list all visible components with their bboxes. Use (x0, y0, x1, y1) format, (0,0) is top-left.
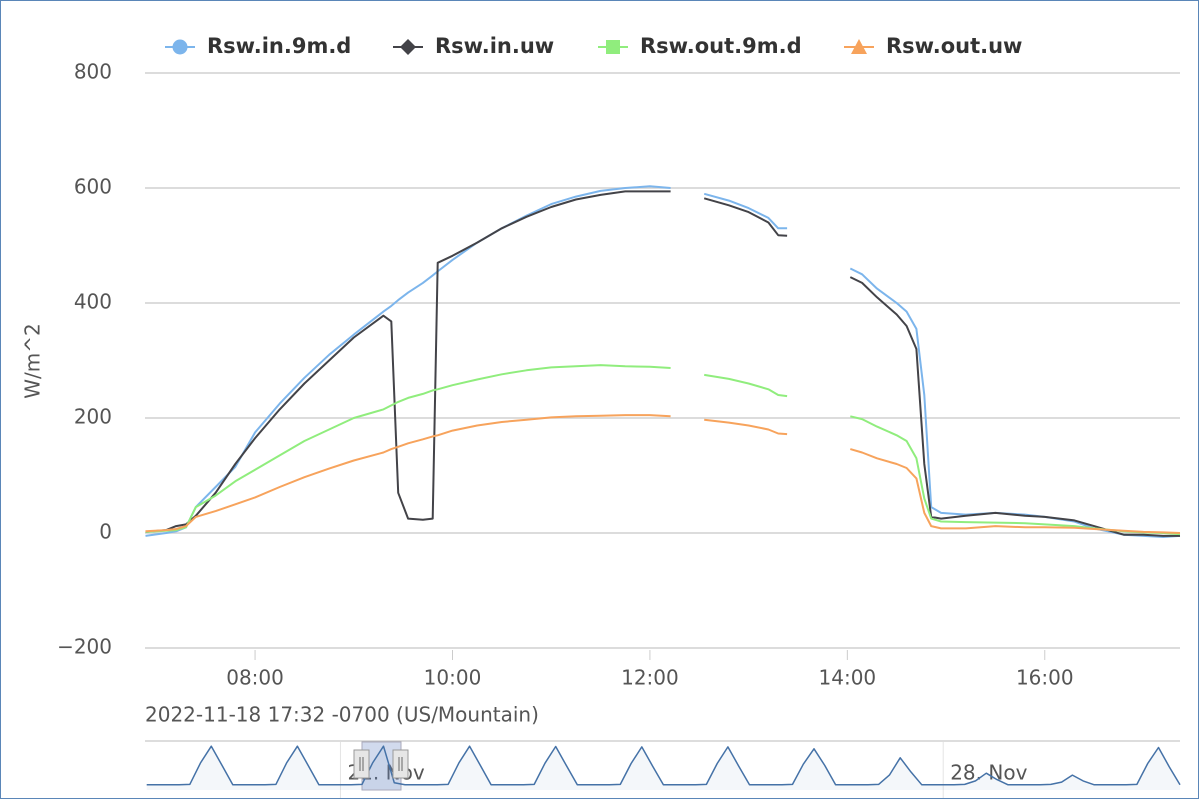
y-tick-label: 200 (74, 405, 112, 429)
legend-item[interactable]: Rsw.out.uw (844, 34, 1022, 58)
x-tick-label: 16:00 (1016, 666, 1074, 690)
navigator-tick-label: 28. Nov (950, 761, 1027, 785)
y-tick-label: 400 (74, 290, 112, 314)
y-tick-label: 800 (74, 60, 112, 84)
navigator-handle[interactable] (353, 749, 370, 779)
legend: Rsw.in.9m.d Rsw.in.uw Rsw.out.9m.d Rsw.out.… (165, 34, 1022, 58)
legend-marker (400, 39, 416, 55)
navigator-area (146, 746, 1181, 790)
y-tick-label: 600 (74, 175, 112, 199)
legend-item[interactable]: Rsw.in.9m.d (165, 34, 351, 58)
legend-label: Rsw.in.9m.d (207, 34, 351, 58)
x-tick-label: 08:00 (226, 666, 284, 690)
x-tick-label: 12:00 (621, 666, 679, 690)
x-tick-label: 10:00 (424, 666, 482, 690)
legend-marker (606, 40, 620, 54)
navigator-handle[interactable] (392, 749, 409, 779)
navigator: 21. Nov 28. Nov (146, 741, 1181, 798)
legend-label: Rsw.out.uw (886, 34, 1022, 58)
y-axis-title: W/m^2 (21, 323, 45, 398)
plot-area: −200 0 200 400 600 800 08:00 10:00 12:00 14:00 16:… (57, 60, 1181, 690)
navigator-line (146, 745, 1181, 786)
caption: 2022-11-18 17:32 -0700 (US/Mountain) (145, 703, 539, 727)
legend-label: Rsw.in.uw (435, 34, 554, 58)
y-tick-label: 0 (99, 520, 112, 544)
legend-item[interactable]: Rsw.out.9m.d (598, 34, 802, 58)
legend-label: Rsw.out.9m.d (640, 34, 802, 58)
x-tick-label: 14:00 (819, 666, 877, 690)
y-tick-label: −200 (57, 635, 112, 659)
legend-item[interactable]: Rsw.in.uw (393, 34, 554, 58)
legend-marker (851, 39, 867, 54)
legend-marker (172, 39, 188, 55)
series-line (145, 414, 1181, 534)
